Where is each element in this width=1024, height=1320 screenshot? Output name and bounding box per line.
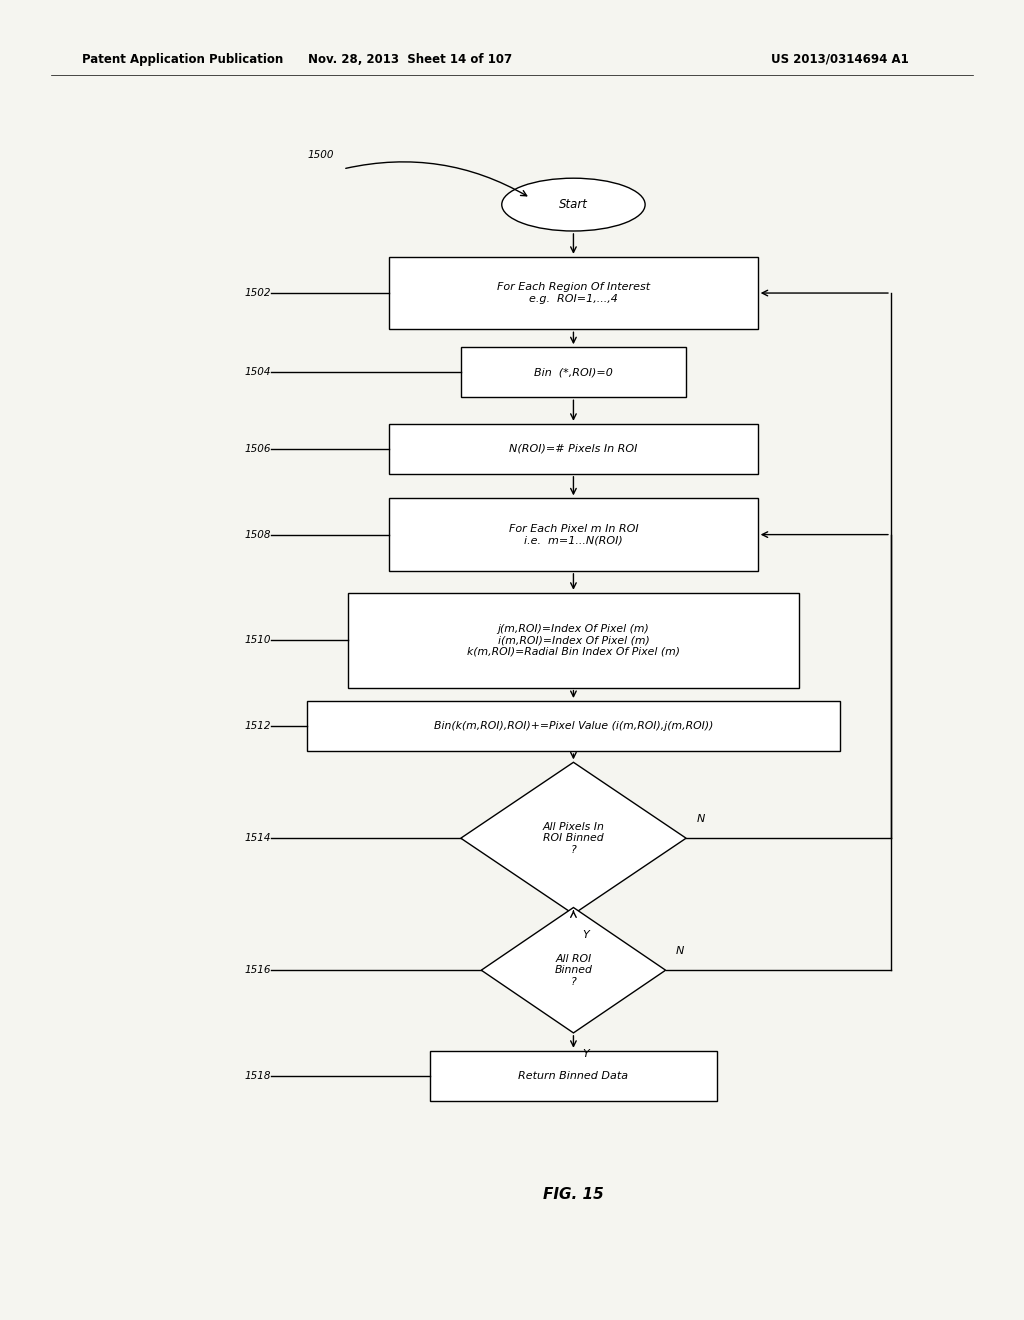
Text: Y: Y <box>583 929 589 940</box>
Bar <box>430 1051 717 1101</box>
Text: Nov. 28, 2013  Sheet 14 of 107: Nov. 28, 2013 Sheet 14 of 107 <box>307 53 512 66</box>
Text: 1510: 1510 <box>245 635 271 645</box>
Text: Bin  (*,ROI)=0: Bin (*,ROI)=0 <box>534 367 613 378</box>
Text: For Each Pixel m In ROI
i.e.  m=1...N(ROI): For Each Pixel m In ROI i.e. m=1...N(ROI… <box>509 524 638 545</box>
Polygon shape <box>481 908 666 1032</box>
Text: 1500: 1500 <box>307 150 334 161</box>
Text: N: N <box>676 946 684 957</box>
Text: 1514: 1514 <box>245 833 271 843</box>
Text: 1508: 1508 <box>245 529 271 540</box>
Bar <box>389 498 758 570</box>
Text: 1504: 1504 <box>245 367 271 378</box>
Ellipse shape <box>502 178 645 231</box>
Text: All ROI
Binned
?: All ROI Binned ? <box>555 953 592 987</box>
Text: US 2013/0314694 A1: US 2013/0314694 A1 <box>771 53 908 66</box>
Text: N: N <box>696 814 705 825</box>
Text: 1518: 1518 <box>245 1071 271 1081</box>
Text: Return Binned Data: Return Binned Data <box>518 1071 629 1081</box>
Text: Start: Start <box>559 198 588 211</box>
Bar <box>389 256 758 329</box>
Text: 1512: 1512 <box>245 721 271 731</box>
Text: N(ROI)=# Pixels In ROI: N(ROI)=# Pixels In ROI <box>509 444 638 454</box>
Text: Bin(k(m,ROI),ROI)+=Pixel Value (i(m,ROI),j(m,ROI)): Bin(k(m,ROI),ROI)+=Pixel Value (i(m,ROI)… <box>434 721 713 731</box>
Text: Patent Application Publication: Patent Application Publication <box>82 53 284 66</box>
Bar <box>461 347 686 397</box>
Bar <box>389 424 758 474</box>
Text: 1516: 1516 <box>245 965 271 975</box>
Bar <box>348 593 799 688</box>
Text: j(m,ROI)=Index Of Pixel (m)
i(m,ROI)=Index Of Pixel (m)
k(m,ROI)=Radial Bin Inde: j(m,ROI)=Index Of Pixel (m) i(m,ROI)=Ind… <box>467 623 680 657</box>
Polygon shape <box>461 763 686 913</box>
Text: 1506: 1506 <box>245 444 271 454</box>
Text: All Pixels In
ROI Binned
?: All Pixels In ROI Binned ? <box>543 821 604 855</box>
Text: 1502: 1502 <box>245 288 271 298</box>
Text: For Each Region Of Interest
e.g.  ROI=1,...,4: For Each Region Of Interest e.g. ROI=1,.… <box>497 282 650 304</box>
Text: FIG. 15: FIG. 15 <box>543 1187 604 1203</box>
Text: Y: Y <box>583 1048 589 1059</box>
Bar <box>307 701 840 751</box>
